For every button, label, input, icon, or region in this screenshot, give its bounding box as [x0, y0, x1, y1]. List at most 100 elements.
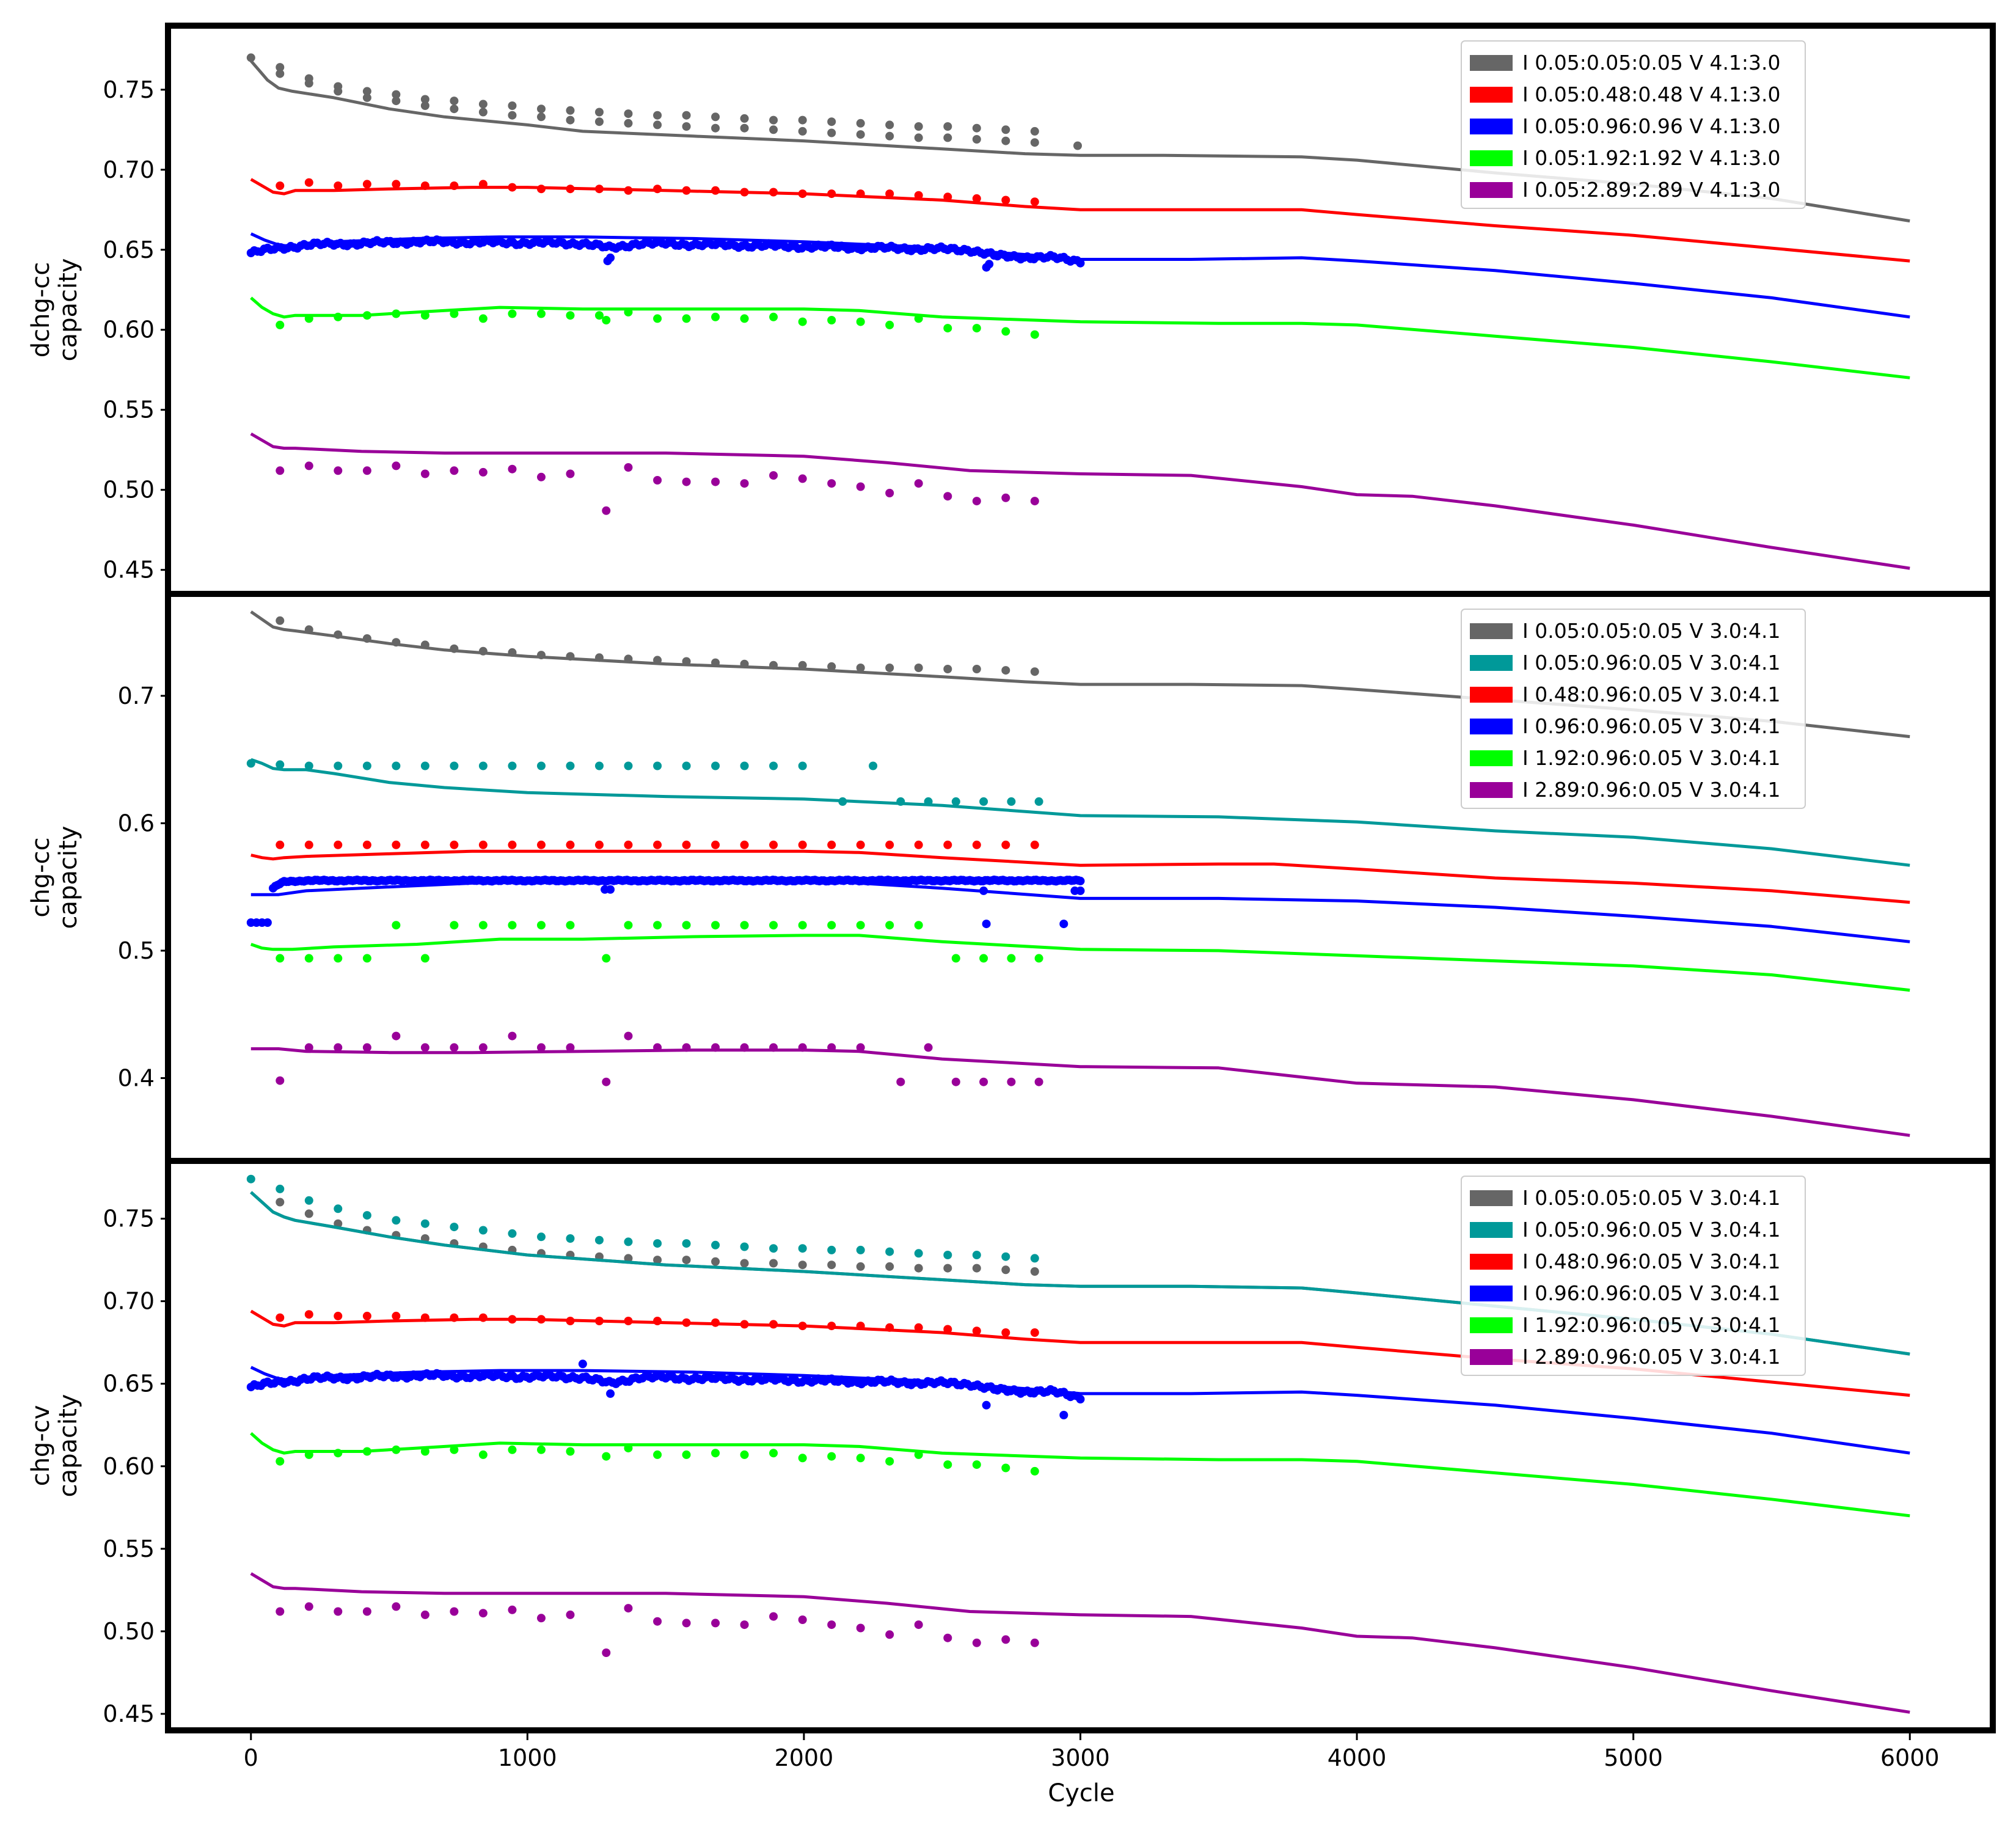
data-point: [362, 1447, 371, 1456]
data-point: [972, 123, 981, 133]
data-point: [885, 1262, 894, 1271]
data-point: [711, 1257, 720, 1266]
data-point: [566, 652, 575, 661]
data-point: [943, 122, 952, 131]
data-point: [1073, 141, 1082, 150]
data-point: [1030, 1254, 1039, 1263]
data-point: [478, 108, 488, 117]
data-point: [362, 87, 371, 96]
data-point: [653, 761, 662, 770]
legend-label: I 0.48:0.96:0.05 V 3.0:4.1: [1522, 1249, 1781, 1273]
data-point: [740, 840, 749, 849]
data-point: [537, 112, 546, 122]
data-point: [769, 1244, 778, 1253]
data-point: [885, 189, 894, 199]
data-point: [334, 761, 343, 770]
data-point: [602, 1077, 611, 1086]
y-axis-label-line2: capacity: [54, 1394, 82, 1498]
data-point: [740, 921, 749, 930]
data-point: [602, 316, 611, 324]
y-tick-label: 0.65: [103, 236, 155, 263]
data-point: [740, 314, 749, 323]
legend: I 0.05:0.05:0.05 V 3.0:4.1 I 0.05:0.96:0.…: [1461, 609, 1806, 809]
data-point: [856, 664, 865, 672]
data-point: [276, 1198, 285, 1207]
data-point: [1076, 886, 1085, 895]
data-point: [856, 317, 865, 326]
y-tick-label: 0.7: [118, 682, 155, 709]
data-point: [798, 1454, 807, 1463]
data-point: [682, 477, 691, 486]
data-point: [979, 954, 988, 963]
data-point: [827, 1322, 836, 1331]
data-point: [885, 320, 894, 329]
data-point: [740, 761, 749, 770]
series-2: [246, 1174, 1910, 1356]
data-point: [276, 466, 285, 475]
data-point: [478, 761, 488, 770]
data-point: [711, 477, 720, 486]
legend-swatch: [1470, 719, 1513, 734]
data-point: [420, 761, 429, 770]
data-point: [885, 1457, 894, 1466]
series-6: [250, 1572, 1910, 1714]
legend-label: I 1.92:0.96:0.05 V 3.0:4.1: [1522, 746, 1781, 770]
data-point: [856, 1454, 865, 1463]
series-4: [246, 876, 1910, 943]
data-point: [856, 119, 865, 128]
data-point: [1001, 840, 1010, 849]
data-point: [478, 1609, 488, 1618]
x-tick: 3000: [1051, 1733, 1110, 1771]
y-tick-label: 0.45: [103, 1700, 155, 1727]
data-point: [334, 1607, 343, 1616]
data-point: [508, 921, 517, 930]
data-point: [450, 921, 459, 930]
data-point: [653, 1239, 662, 1248]
data-point: [450, 840, 459, 849]
data-point: [798, 126, 807, 136]
series-3: [250, 840, 1910, 904]
data-point: [798, 115, 807, 125]
data-point: [972, 1638, 981, 1647]
data-point: [827, 921, 836, 930]
data-point: [682, 840, 691, 849]
data-point: [682, 1619, 691, 1628]
data-point: [508, 111, 517, 120]
data-point: [595, 117, 604, 126]
data-point: [972, 194, 981, 203]
data-point: [979, 797, 988, 806]
data-point: [392, 461, 401, 470]
x-tick: 5000: [1604, 1733, 1663, 1771]
data-point: [972, 1460, 981, 1469]
data-point: [740, 1242, 749, 1251]
data-point: [740, 659, 749, 668]
data-point: [856, 921, 865, 930]
data-point: [450, 1445, 459, 1454]
data-point: [1030, 497, 1039, 506]
x-tick-label: 5000: [1604, 1744, 1663, 1771]
data-point: [769, 840, 778, 849]
data-point: [276, 1607, 285, 1616]
data-point: [420, 1610, 429, 1619]
data-point: [856, 840, 865, 849]
data-point: [972, 1326, 981, 1336]
data-point: [943, 492, 952, 501]
data-point: [450, 1043, 459, 1052]
data-point: [566, 1043, 575, 1052]
data-point: [624, 109, 633, 119]
series-5: [250, 1432, 1910, 1518]
data-point: [304, 314, 313, 323]
data-point: [740, 1450, 749, 1459]
y-tick-label: 0.5: [118, 937, 155, 964]
y-tick-label: 0.6: [118, 810, 155, 836]
data-point: [304, 625, 313, 634]
data-point: [711, 658, 720, 667]
data-point: [508, 1031, 517, 1041]
data-point: [595, 653, 604, 662]
data-point: [450, 309, 459, 318]
data-point: [1001, 196, 1010, 205]
data-point: [420, 101, 429, 110]
data-point: [304, 79, 313, 88]
data-point: [769, 1449, 778, 1458]
data-point: [682, 122, 691, 131]
